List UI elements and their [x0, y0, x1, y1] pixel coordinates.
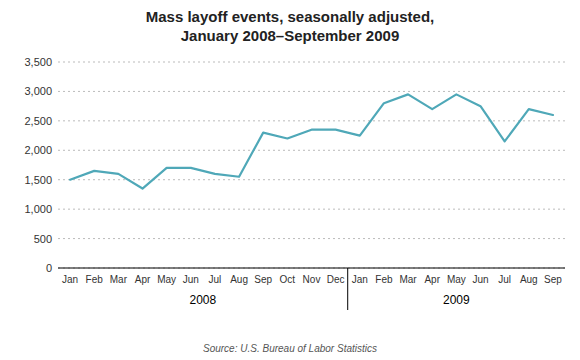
x-tick-label: May	[157, 274, 176, 285]
grid-line	[58, 150, 565, 151]
x-tick-label: Sep	[544, 274, 562, 285]
series	[70, 94, 553, 188]
grid-line	[58, 62, 565, 63]
x-tick-label: Aug	[230, 274, 248, 285]
x-tick-label: Jan	[62, 274, 78, 285]
grid-line	[58, 120, 565, 121]
x-tick-label: Jun	[183, 274, 199, 285]
grid-line	[58, 268, 565, 269]
year-divider	[347, 268, 348, 310]
y-tick-label: 1,500	[24, 174, 52, 186]
x-axis-line	[58, 268, 565, 269]
line	[70, 94, 553, 188]
x-tick-label: Jan	[352, 274, 368, 285]
x-tick-label: Dec	[327, 274, 345, 285]
y-tick-label: 2,000	[24, 144, 52, 156]
x-tick-label: Jun	[472, 274, 488, 285]
x-tick-label: Apr	[424, 274, 440, 285]
subtitle: January 2008–September 2009	[181, 27, 399, 44]
x-tick-label: Jul	[498, 274, 511, 285]
x-tick-label: Aug	[520, 274, 538, 285]
grid-line	[58, 179, 565, 180]
x-tick-label: Sep	[254, 274, 272, 285]
grid-line	[58, 91, 565, 92]
y-tick-label: 1,000	[24, 203, 52, 215]
x-tick-label: Feb	[86, 274, 104, 285]
year-label: 2008	[190, 293, 217, 307]
x-tick-label: Mar	[399, 274, 417, 285]
y-tick-label: 3,000	[24, 85, 52, 97]
title: Mass layoff events, seasonally adjusted,	[146, 8, 434, 25]
y-axis: 0 500 1,000 1,500 2,000 2,500 3,000 3,500	[24, 56, 52, 274]
x-tick-label: Nov	[303, 274, 321, 285]
y-tick-label: 500	[34, 233, 52, 245]
x-tick-label: May	[447, 274, 466, 285]
x-tick-label: Mar	[110, 274, 128, 285]
x-tick-label: Feb	[375, 274, 393, 285]
x-tick-label: Jul	[209, 274, 222, 285]
chart: Mass layoff events, seasonally adjusted,…	[0, 0, 580, 360]
y-tick-label: 3,500	[24, 56, 52, 68]
y-tick-label: 2,500	[24, 115, 52, 127]
grid-line	[58, 238, 565, 239]
grid	[58, 62, 565, 268]
year-labels: 2008 2009	[190, 268, 471, 310]
x-tick-label: Oct	[280, 274, 296, 285]
year-label: 2009	[443, 293, 470, 307]
x-axis: Jan Feb Mar Apr May Jun Jul Aug Sep Oct Nov Dec Jan F…	[62, 274, 562, 285]
source: Source: U.S. Bureau of Labor Statistics	[203, 343, 377, 354]
grid-line	[58, 209, 565, 210]
x-tick-label: Apr	[135, 274, 151, 285]
y-tick-label: 0	[46, 262, 52, 274]
